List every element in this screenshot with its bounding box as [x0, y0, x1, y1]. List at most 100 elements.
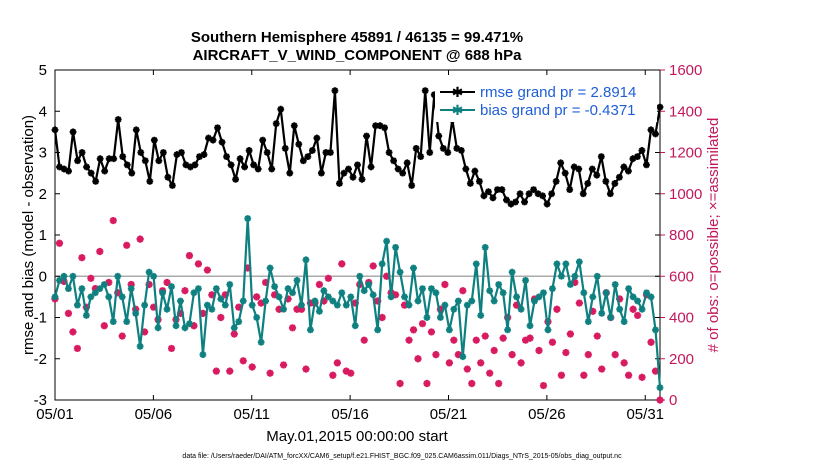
obs-assimilated-point — [454, 351, 462, 359]
rmse-point — [105, 155, 113, 163]
bias-point — [195, 285, 202, 293]
rmse-point — [575, 165, 583, 173]
legend: ✱ rmse grand pr = 2.8914 ✱ bias grand pr… — [435, 82, 657, 122]
rmse-point — [439, 144, 447, 152]
bias-point — [298, 301, 305, 309]
bias-point — [217, 295, 225, 303]
obs-assimilated-point — [414, 355, 422, 363]
left-tick-label: 5 — [39, 62, 47, 79]
rmse-point — [471, 167, 479, 175]
rmse-point — [593, 171, 601, 179]
obs-assimilated-point — [203, 266, 211, 274]
rmse-point — [146, 177, 154, 185]
right-tick-label: 600 — [669, 268, 694, 285]
bias-point — [266, 264, 274, 272]
bias-point — [365, 281, 373, 288]
x-tick-label: 05/21 — [430, 406, 468, 423]
rmse-point — [281, 144, 289, 152]
obs-assimilated-point — [127, 280, 135, 289]
bias-point — [522, 276, 529, 284]
rmse-point — [313, 134, 321, 142]
rmse-point — [345, 165, 352, 173]
rmse-point — [254, 165, 262, 173]
obs-assimilated-point — [562, 348, 570, 357]
obs-assimilated-point — [167, 344, 176, 353]
obs-assimilated-point — [199, 309, 207, 317]
bias-point — [468, 297, 476, 305]
bias-point — [616, 305, 624, 313]
bias-point — [490, 297, 498, 305]
obs-assimilated-point — [423, 379, 431, 388]
rmse-point — [638, 147, 646, 154]
obs-assimilated-point — [109, 216, 117, 225]
obs-assimilated-point — [584, 351, 592, 359]
right-tick-label: 1400 — [669, 103, 702, 120]
obs-assimilated-point — [266, 369, 274, 377]
obs-assimilated-point — [212, 367, 220, 375]
bias-point — [508, 268, 516, 276]
bias-point — [360, 287, 368, 295]
obs-assimilated-point — [620, 359, 628, 367]
chart-subtitle: AIRCRAFT_V_WIND_COMPONENT @ 688 hPa — [193, 47, 523, 64]
rmse-point — [512, 198, 519, 206]
y-axis-right-label: # of obs: o=possible; ×=assimilated — [705, 118, 722, 353]
bias-point — [526, 322, 534, 330]
rmse-point — [408, 182, 416, 189]
obs-assimilated-point — [297, 305, 306, 313]
obs-assimilated-point — [100, 322, 108, 330]
rmse-point — [178, 149, 185, 156]
bias-point — [481, 243, 489, 251]
obs-assimilated-point — [163, 278, 171, 287]
bias-point — [566, 281, 574, 288]
rmse-point — [611, 180, 619, 187]
bias-point — [105, 293, 113, 301]
rmse-point — [132, 126, 140, 134]
rmse-point — [435, 132, 443, 140]
y-axis-label: rmse and bias (model - observation) — [20, 115, 37, 355]
legend-bias-marker: ✱ — [452, 102, 464, 118]
left-tick-label: 2 — [39, 186, 47, 203]
rmse-point — [331, 87, 339, 95]
obs-assimilated-point — [656, 396, 664, 404]
bias-point — [69, 272, 77, 280]
obs-assimilated-point — [235, 303, 243, 311]
rmse-point — [182, 161, 190, 169]
rmse-point — [521, 198, 528, 206]
bias-point — [540, 289, 547, 297]
rmse-point — [421, 87, 429, 95]
rmse-point — [209, 136, 217, 144]
bias-point — [96, 285, 104, 293]
obs-assimilated-point — [369, 262, 377, 270]
bias-line — [53, 217, 662, 388]
rmse-point — [272, 120, 280, 128]
rmse-point — [51, 126, 59, 134]
rmse-point — [652, 130, 659, 138]
rmse-point — [223, 153, 230, 161]
obs-assimilated-point — [409, 326, 418, 334]
obs-assimilated-point — [477, 359, 485, 367]
rmse-point — [299, 157, 307, 165]
obs-assimilated-point — [405, 336, 413, 344]
obs-assimilated-point — [55, 239, 64, 247]
obs-assimilated-point — [208, 291, 216, 299]
bias-point — [212, 285, 220, 293]
rmse-point — [602, 177, 610, 185]
obs-assimilated-point — [378, 313, 386, 322]
bias-point — [275, 293, 283, 301]
x-tick-label: 05/16 — [331, 406, 369, 423]
bias-point — [472, 260, 480, 268]
bias-point — [172, 322, 180, 330]
bias-point — [463, 301, 471, 309]
bias-point — [342, 301, 350, 309]
obs-assimilated-point — [616, 295, 624, 303]
bias-point — [239, 297, 247, 305]
left-tick-label: 3 — [39, 145, 47, 162]
rmse-point — [453, 144, 461, 152]
obs-assimilated-point — [69, 328, 77, 336]
rmse-point — [466, 180, 474, 187]
bias-point — [248, 301, 256, 309]
rmse-point — [304, 153, 312, 161]
bias-point — [392, 243, 399, 251]
bias-point — [652, 326, 659, 334]
obs-assimilated-point — [593, 332, 601, 340]
